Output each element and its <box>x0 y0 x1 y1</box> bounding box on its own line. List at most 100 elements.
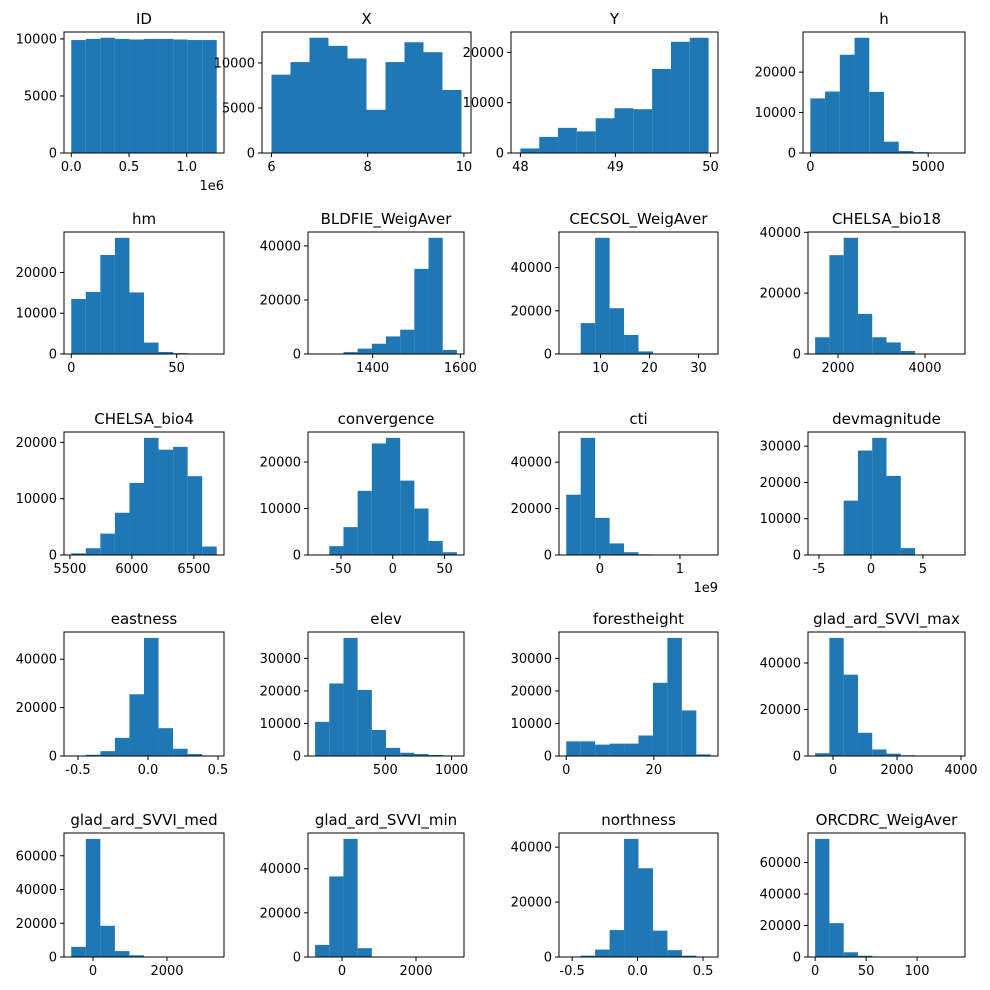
x-tick-label: 0 <box>338 964 346 979</box>
bar <box>404 42 424 153</box>
x-tick-label: 5000 <box>912 160 945 175</box>
x-tick-label: 4000 <box>908 361 941 376</box>
y-tick-label: 0 <box>793 348 801 363</box>
x-tick-label: 30 <box>690 361 707 376</box>
subplot-title: CHELSA_bio18 <box>832 210 941 229</box>
x-tick-label: 0.5 <box>119 160 140 175</box>
bar <box>638 735 653 756</box>
subplot: -0.5 0.0 0.5 0 20000 40000 northness <box>511 811 719 979</box>
x-tick-label: -0.5 <box>65 763 90 778</box>
y-tick-label: 10000 <box>16 492 57 507</box>
x-tick-label: 0.0 <box>61 160 82 175</box>
bar <box>624 334 639 354</box>
bar <box>85 38 101 153</box>
bar <box>681 710 697 756</box>
y-tick-label: 0 <box>544 951 552 966</box>
y-tick-label: 20000 <box>16 436 57 451</box>
bar <box>187 476 203 555</box>
bar <box>633 109 653 153</box>
subplot: 0 50 0 10000 20000 hm <box>16 210 225 376</box>
x-tick-label: 6 <box>267 160 275 175</box>
bar <box>347 58 367 153</box>
x-tick-label: 50 <box>858 964 875 979</box>
bar <box>414 268 429 354</box>
bar <box>85 754 101 756</box>
y-tick-label: 0 <box>544 549 552 564</box>
bar <box>386 747 401 756</box>
axes-frame <box>307 231 465 355</box>
x-tick-label: 10 <box>592 361 609 376</box>
bar <box>442 349 457 354</box>
y-tick-label: 10000 <box>755 106 796 121</box>
bar <box>144 637 159 756</box>
bar <box>609 308 625 354</box>
bar <box>187 754 203 756</box>
y-tick-label: 0 <box>793 750 801 765</box>
y-tick-label: 20000 <box>511 502 552 517</box>
bar <box>696 754 711 756</box>
y-tick-label: 0 <box>49 348 57 363</box>
bar <box>202 40 217 153</box>
bar <box>400 480 415 555</box>
y-tick-label: 20000 <box>16 917 57 932</box>
bar <box>815 838 830 957</box>
y-tick-label: 0 <box>247 147 255 162</box>
x-tick-label: 0 <box>67 361 75 376</box>
axes-frame <box>63 31 225 154</box>
x-tick-label: 50 <box>702 160 719 175</box>
axes-frame <box>63 431 225 556</box>
bar <box>400 752 415 756</box>
bar <box>357 948 372 957</box>
bar <box>329 683 344 756</box>
bar <box>158 38 174 153</box>
bar <box>854 37 870 154</box>
axes-frame <box>807 832 966 958</box>
axes-frame <box>63 231 225 355</box>
subplot-title: devmagnitude <box>832 410 941 428</box>
axes-frame <box>807 431 966 556</box>
y-tick-label: 10000 <box>16 307 57 322</box>
bar <box>428 237 443 354</box>
y-tick-label: 40000 <box>260 239 301 254</box>
x-tick-label: 1 <box>676 562 684 577</box>
x-tick-label: 100 <box>905 964 930 979</box>
subplot-title: northness <box>601 811 676 829</box>
bar <box>129 482 144 555</box>
x-tick-label: 0 <box>829 763 837 778</box>
bar <box>71 553 86 555</box>
x-tick-label: 0.0 <box>627 964 648 979</box>
bar <box>857 313 873 354</box>
axes-frame <box>558 631 719 757</box>
subplot: 10 20 30 0 20000 40000 CECSOL_WeigAver <box>511 210 719 376</box>
x-tick-label: 6500 <box>177 562 210 577</box>
bar <box>442 89 462 153</box>
bar <box>114 737 130 756</box>
subplot: -50 0 50 0 10000 20000 convergence <box>260 410 465 577</box>
y-tick-label: 10000 <box>760 512 801 527</box>
y-tick-label: 10000 <box>214 56 255 71</box>
bar <box>158 728 174 756</box>
bar <box>158 351 174 354</box>
bar <box>872 437 887 555</box>
x-tick-label: -0.5 <box>559 964 584 979</box>
x-tick-label: 0 <box>867 562 875 577</box>
bar <box>624 743 639 756</box>
bar <box>614 108 634 153</box>
bar <box>114 951 130 957</box>
subplot-title: CHELSA_bio4 <box>94 410 194 429</box>
y-tick-label: 10000 <box>511 717 552 732</box>
bar <box>898 150 914 153</box>
bar <box>357 490 372 555</box>
subplot: 1400 1600 0 20000 40000 BLDFIE_WeigAver <box>260 210 477 376</box>
axes-frame <box>510 31 719 154</box>
x-tick-label: 8 <box>364 160 372 175</box>
bar <box>566 494 581 555</box>
bar <box>343 352 358 354</box>
y-tick-label: 20000 <box>760 287 801 302</box>
bar <box>428 541 443 555</box>
subplot: 0.0 0.5 1.0 0 5000 10000 ID 1e6 <box>16 10 225 194</box>
bar <box>829 255 844 354</box>
bar <box>187 40 203 153</box>
bar <box>839 54 855 153</box>
y-tick-label: 20000 <box>260 293 301 308</box>
